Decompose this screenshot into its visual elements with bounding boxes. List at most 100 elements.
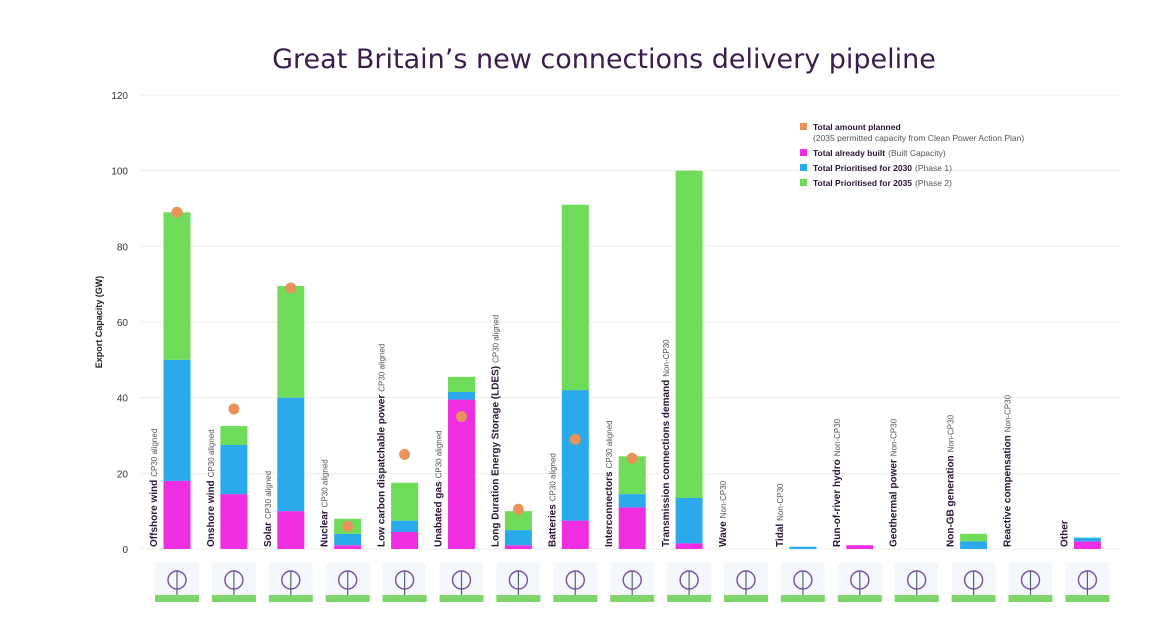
y-tick-label: 100: [111, 167, 128, 178]
bar-segment: [448, 391, 475, 400]
y-tick-label: 0: [122, 545, 128, 556]
category-icon: [439, 562, 484, 602]
bar-segment: [448, 399, 475, 549]
y-tick-label: 60: [117, 318, 129, 329]
bar-segment: [163, 359, 191, 481]
bar-segment: [334, 533, 362, 546]
category-tag: CP30 aligned: [548, 453, 557, 501]
legend-label: Total Prioritised for 2030 (Phase 1): [813, 163, 952, 173]
legend-sublabel: (2035 permitted capacity from Clean Powe…: [813, 133, 1024, 143]
category-tag: Non-CP30: [719, 480, 728, 518]
planned-marker: [285, 282, 297, 294]
legend-label: Total Prioritised for 2035 (Phase 2): [813, 178, 952, 188]
bar-segment: [960, 533, 988, 542]
planned-marker: [399, 448, 411, 460]
category-name: Run-of-river hydro: [832, 459, 843, 547]
bar-segment: [277, 286, 305, 398]
category-icon: [610, 562, 655, 602]
category-tag: Non-CP30: [833, 418, 842, 456]
legend-suffix: (Built Capacity): [888, 148, 946, 158]
legend-swatch: [800, 149, 807, 156]
bar-segment: [504, 530, 532, 546]
category-name: Other: [1059, 520, 1070, 547]
legend: Total amount planned(2035 permitted capa…: [800, 122, 1024, 188]
bar-segment: [220, 444, 248, 495]
planned-marker: [626, 452, 638, 464]
category-name: Non-GB generation: [946, 455, 957, 547]
bar-segment: [334, 545, 362, 549]
bar-segment: [618, 494, 646, 508]
icon-ground: [837, 595, 882, 602]
category-tag: CP30 aligned: [207, 429, 216, 477]
bar-segment: [391, 520, 419, 532]
category-label: Onshore wind CP30 aligned: [206, 429, 217, 547]
category-name: Tidal: [775, 524, 786, 547]
bar-segment: [163, 480, 191, 549]
category-name: Solar: [263, 522, 274, 547]
category-label: Geothermal power Non-CP30: [889, 418, 900, 547]
icon-ground: [951, 595, 996, 602]
y-tick-label: 20: [117, 469, 129, 480]
category-label: Transmission connections demand Non-CP30: [661, 339, 672, 547]
icon-ground: [610, 595, 655, 602]
icon-ground: [268, 595, 313, 602]
bar-segment: [846, 545, 874, 549]
icon-ground: [155, 595, 199, 602]
icon-ground: [780, 595, 825, 602]
y-tick-label: 80: [117, 242, 129, 253]
planned-marker: [342, 520, 354, 532]
y-axis-label: Export Capacity (GW): [94, 276, 104, 369]
bar-segment: [561, 204, 589, 391]
bar-segment: [789, 546, 817, 549]
category-label: Batteries CP30 aligned: [547, 453, 558, 547]
category-icon: [382, 562, 427, 602]
category-name: Onshore wind: [206, 480, 217, 547]
category-name: Geothermal power: [889, 459, 900, 547]
y-tick-label: 120: [111, 91, 128, 102]
category-tag: Non-CP30: [947, 414, 956, 452]
category-icon: [1008, 562, 1053, 602]
bar-segment: [391, 531, 419, 549]
category-icon: [325, 562, 370, 602]
category-tag: Non-CP30: [662, 339, 671, 377]
category-label: Offshore wind CP30 aligned: [149, 429, 160, 547]
category-icon: [553, 562, 598, 602]
category-icon: [951, 562, 996, 602]
legend-suffix: (Phase 1): [915, 163, 952, 173]
category-name: Offshore wind: [149, 480, 160, 547]
category-name: Unabated gas: [434, 481, 445, 547]
category-icon: [724, 562, 768, 602]
icon-ground: [894, 595, 939, 602]
category-tag: Non-CP30: [890, 418, 899, 456]
bar-segment: [504, 511, 532, 531]
legend-swatch: [800, 164, 807, 171]
category-name: Wave: [718, 521, 729, 547]
icon-ground: [382, 595, 427, 602]
category-tag: Non-CP30: [776, 483, 785, 521]
category-tag: CP30 aligned: [491, 315, 500, 363]
bar-segment: [277, 511, 305, 549]
bar-segment: [504, 545, 532, 549]
planned-marker: [171, 206, 183, 218]
planned-marker: [228, 403, 240, 415]
legend-label: Total amount planned: [813, 122, 901, 132]
icon-ground: [211, 595, 256, 602]
category-name: Long Duration Energy Storage (LDES): [490, 366, 501, 547]
bar-segment: [220, 426, 248, 445]
legend-suffix: (Phase 2): [915, 178, 952, 188]
bar-segment: [163, 212, 191, 360]
bar-segment: [561, 520, 589, 549]
category-name: Reactive compensation: [1003, 435, 1014, 547]
category-label: Low carbon dispatchable power CP30 aligne…: [377, 344, 388, 547]
planned-marker: [569, 433, 581, 445]
category-tag: CP30 aligned: [605, 420, 614, 468]
planned-marker: [512, 503, 524, 515]
chart-title: Great Britain’s new connections delivery…: [272, 44, 936, 75]
legend-swatch: [800, 179, 807, 186]
icon-ground: [1008, 595, 1053, 602]
category-label: Other: [1059, 520, 1070, 547]
bar-segment: [675, 170, 703, 498]
category-label: Wave Non-CP30: [718, 480, 729, 547]
bar-segment: [675, 543, 703, 549]
y-tick-label: 40: [117, 394, 129, 405]
